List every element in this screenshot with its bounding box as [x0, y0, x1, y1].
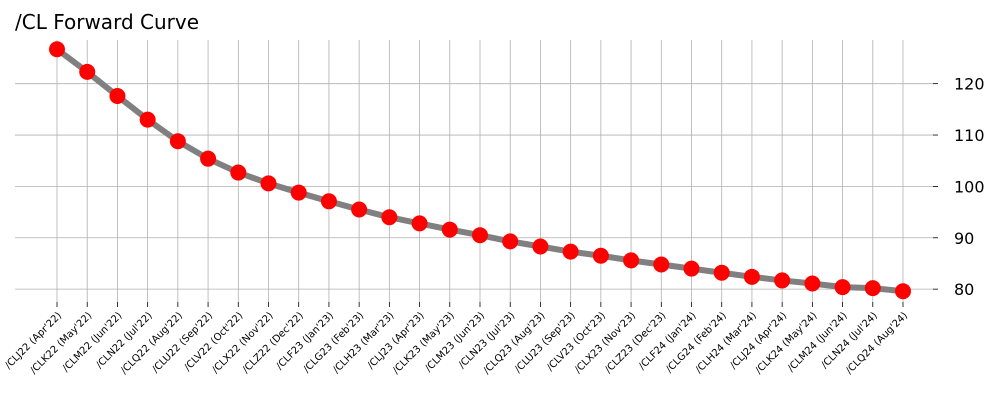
data-point — [592, 247, 609, 264]
data-point — [79, 63, 96, 80]
data-point — [169, 133, 186, 150]
y-tick-label: 90 — [954, 229, 974, 248]
data-point — [381, 209, 398, 226]
data-point — [260, 175, 277, 192]
data-points — [49, 41, 911, 300]
data-point — [200, 150, 217, 167]
data-point — [834, 279, 851, 296]
data-point — [290, 184, 307, 201]
data-point — [774, 272, 791, 289]
data-point — [562, 243, 579, 260]
data-point — [49, 41, 65, 58]
data-point — [804, 275, 821, 292]
data-point — [411, 215, 428, 232]
data-point — [502, 233, 519, 250]
data-point — [472, 227, 488, 244]
x-axis: /CLJ22 (Apr'22)/CLK22 (May'22)/CLM22 (Ju… — [3, 302, 910, 376]
data-point — [532, 238, 549, 255]
data-point — [351, 201, 368, 218]
data-point — [441, 221, 458, 238]
y-tick-label: 100 — [954, 177, 985, 196]
y-axis: 80 90 100 110 120 — [933, 75, 985, 299]
data-point — [864, 280, 881, 297]
y-tick-label: 80 — [954, 280, 974, 299]
data-point — [320, 193, 337, 210]
data-point — [743, 268, 760, 285]
chart-title: /CL Forward Curve — [15, 10, 199, 34]
data-point — [109, 87, 126, 104]
data-point — [713, 264, 730, 281]
y-tick-label: 120 — [954, 75, 985, 94]
data-point — [683, 260, 700, 277]
y-tick-label: 110 — [954, 126, 985, 145]
data-point — [230, 164, 247, 181]
grid — [15, 40, 933, 302]
data-point — [895, 283, 911, 300]
data-point — [653, 256, 670, 273]
data-point — [623, 252, 640, 269]
data-point — [139, 111, 156, 128]
